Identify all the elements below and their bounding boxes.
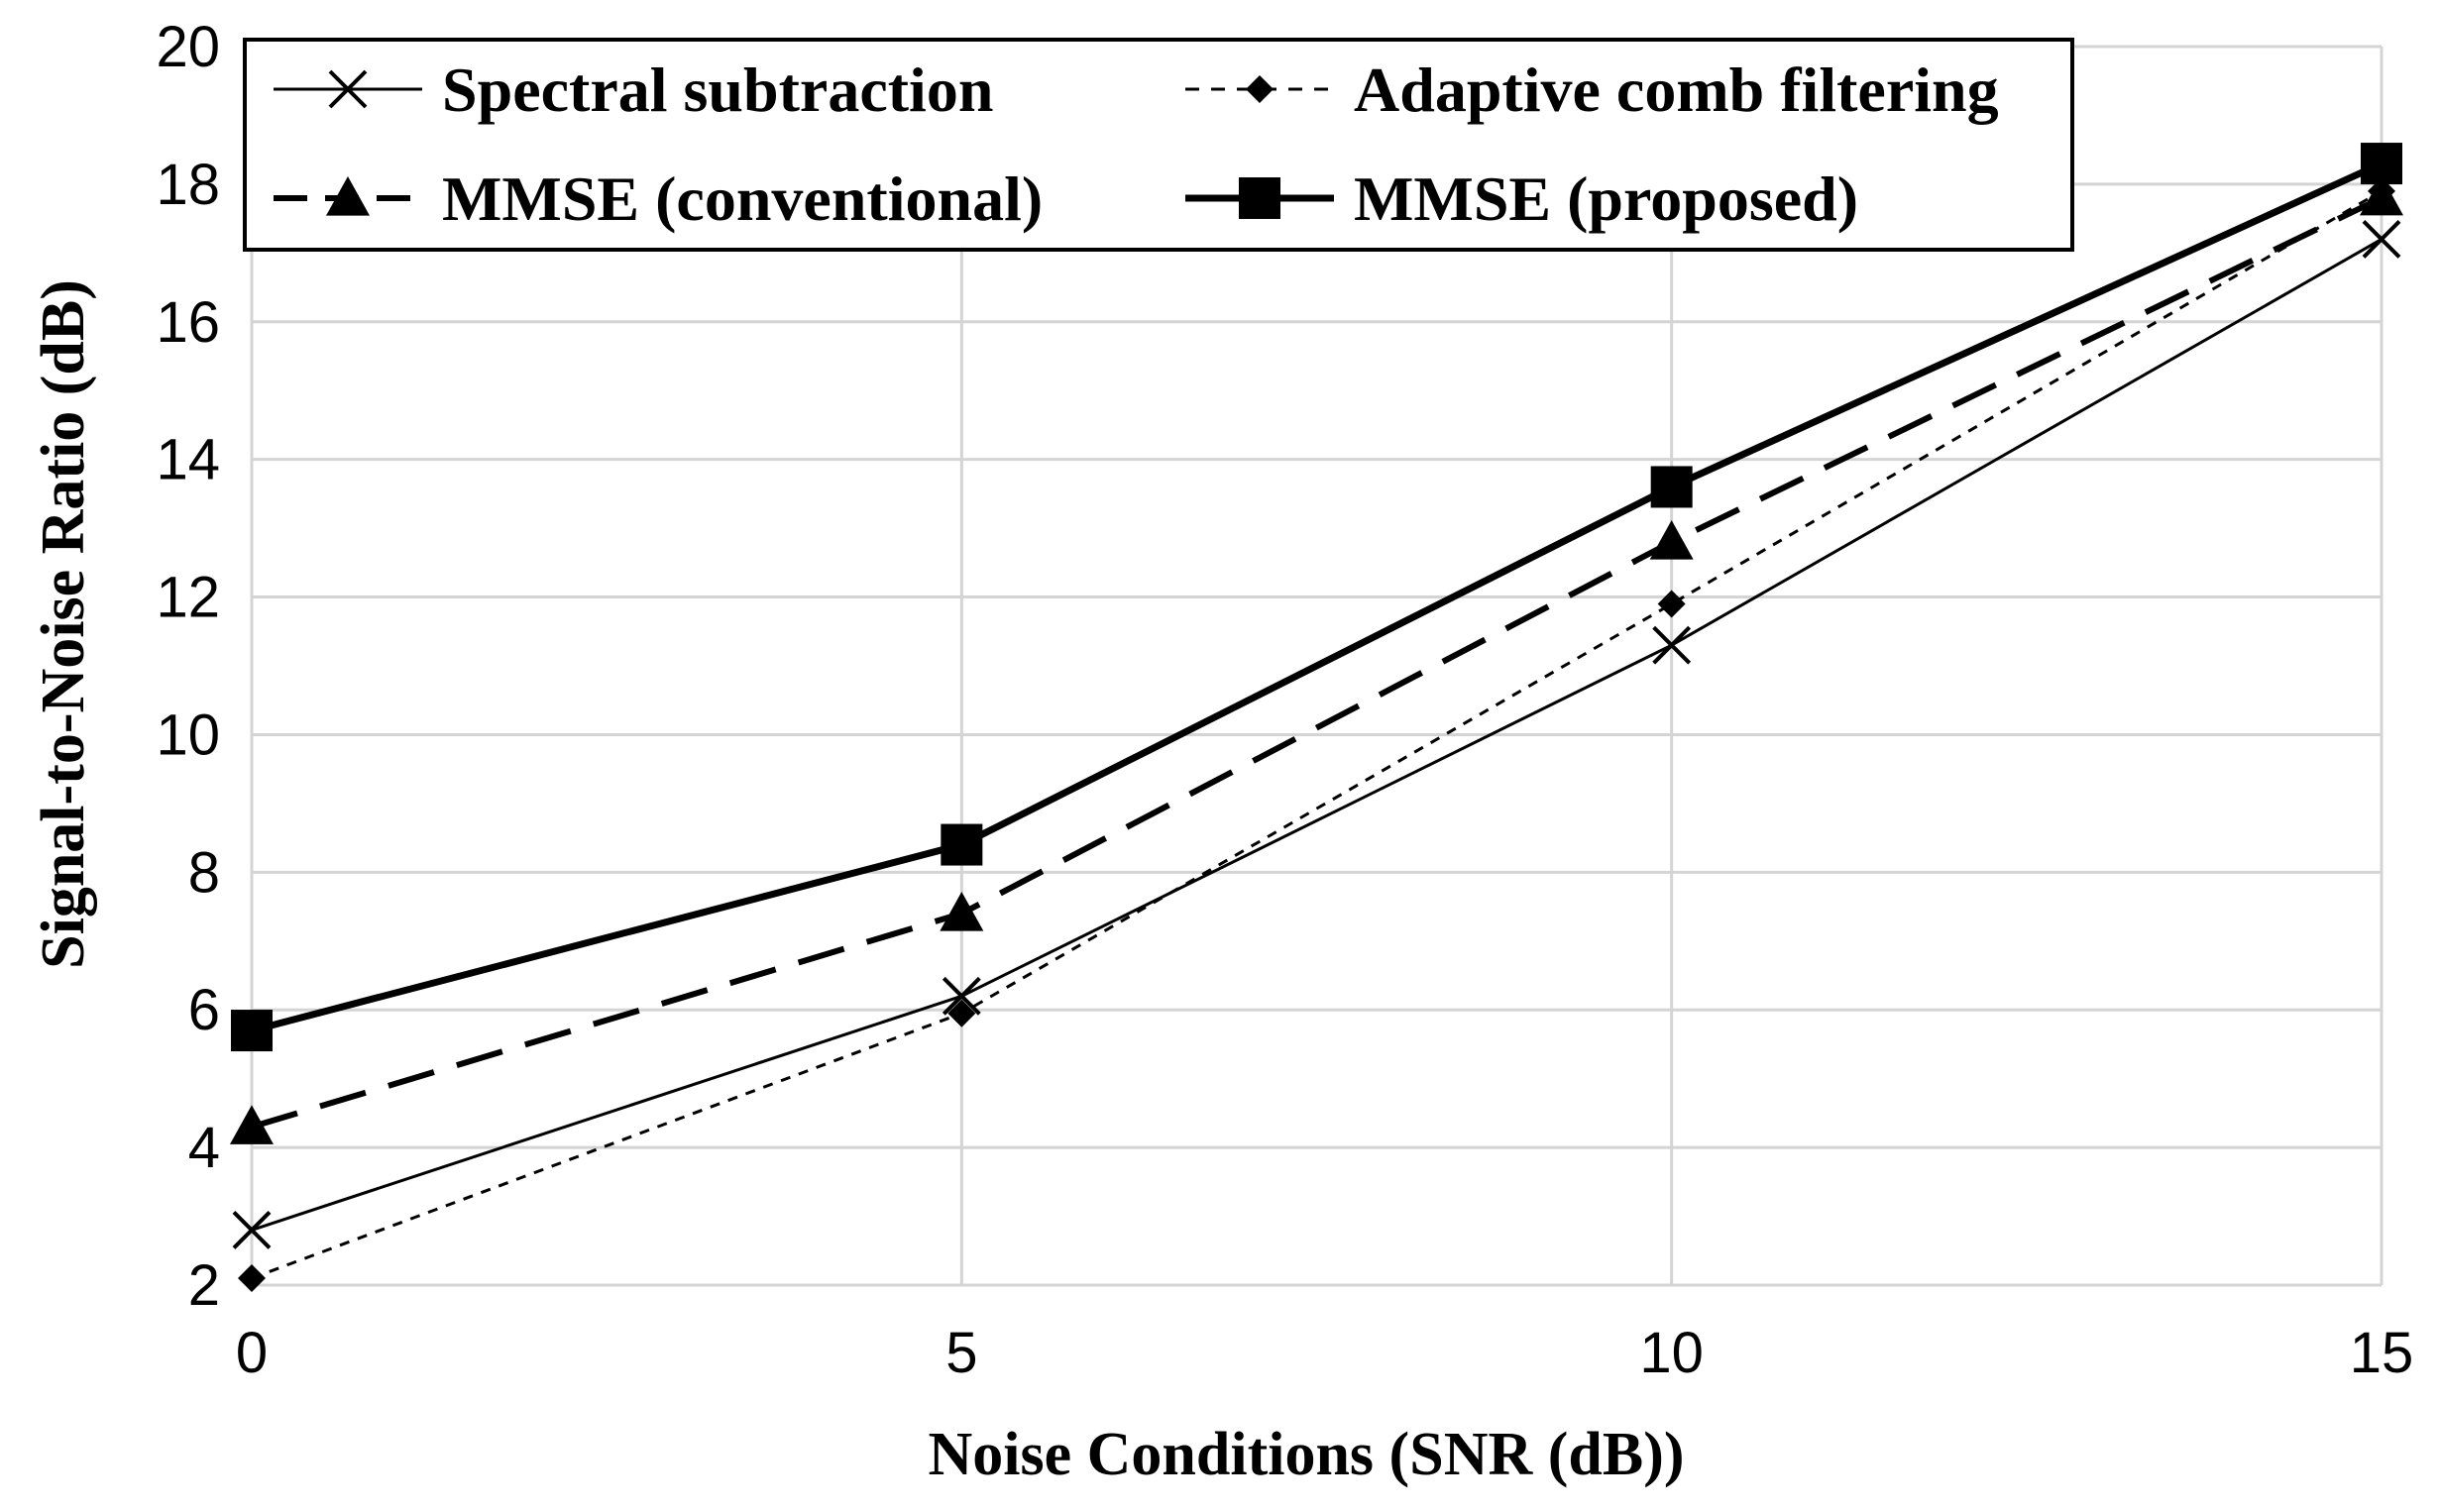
legend-item: Adaptive comb filtering xyxy=(1185,54,1999,125)
tick-labels: 2 4 6 8 10 12 14 16 18 20 0 5 10 15 xyxy=(156,15,2413,1385)
y-tick-label: 14 xyxy=(156,428,220,492)
series-3-point xyxy=(230,1105,274,1144)
series-2-point xyxy=(238,1264,266,1293)
series-4-point xyxy=(1650,466,1693,508)
legend-label-2: Adaptive comb filtering xyxy=(1354,54,1999,125)
legend-item: MMSE (conventional) xyxy=(274,163,1043,234)
y-tick-label: 10 xyxy=(156,702,220,767)
y-tick-label: 4 xyxy=(188,1116,220,1180)
series-4-point xyxy=(231,1010,273,1052)
legend-marker-4 xyxy=(1239,177,1280,219)
series-3-point xyxy=(1649,520,1694,560)
legend-box xyxy=(243,38,2074,252)
series-2-point xyxy=(1657,590,1686,618)
series-3-point xyxy=(940,892,984,931)
grid xyxy=(250,45,2384,1287)
legend: Spectral subtraction Adaptive comb filter… xyxy=(243,38,2074,252)
legend-marker-1 xyxy=(328,69,368,109)
series-line-4 xyxy=(251,160,2384,1034)
series-3-point xyxy=(2360,175,2403,216)
x-axis-title: Noise Conditions (SNR (dB)) xyxy=(928,1421,1684,1488)
legend-marker-2 xyxy=(1246,75,1274,103)
y-tick-label: 12 xyxy=(156,566,220,630)
series-2-point xyxy=(947,999,976,1027)
legend-marker-3 xyxy=(326,176,370,216)
series-4-point xyxy=(2361,143,2402,185)
y-tick-label: 20 xyxy=(156,15,220,79)
series-4-point xyxy=(941,823,983,866)
series-1-point xyxy=(2362,220,2401,259)
y-tick-label: 6 xyxy=(188,978,220,1042)
series-markers xyxy=(230,143,2403,1293)
x-tick-label: 15 xyxy=(2350,1321,2414,1385)
series-line-2 xyxy=(251,189,2383,1280)
series-1-point xyxy=(232,1211,272,1249)
y-tick-label: 2 xyxy=(188,1253,220,1318)
series-line-1 xyxy=(251,238,2383,1232)
x-tick-label: 10 xyxy=(1639,1321,1704,1385)
series-lines xyxy=(251,160,2384,1280)
series-1-point xyxy=(1652,625,1692,665)
legend-label-3: MMSE (conventional) xyxy=(442,163,1043,234)
legend-item: Spectral subtraction xyxy=(274,54,993,125)
legend-label-1: Spectral subtraction xyxy=(442,54,993,125)
x-tick-label: 0 xyxy=(236,1321,268,1385)
legend-label-4: MMSE (proposed) xyxy=(1354,163,1858,234)
series-1-point xyxy=(942,976,981,1016)
y-tick-label: 18 xyxy=(156,153,220,217)
legend-item: MMSE (proposed) xyxy=(1185,163,1858,234)
y-tick-label: 16 xyxy=(156,290,220,355)
x-tick-label: 5 xyxy=(945,1321,977,1385)
series-line-3 xyxy=(251,195,2384,1131)
y-axis-title: Signal-to-Noise Ratio (dB) xyxy=(30,279,97,969)
y-tick-label: 8 xyxy=(188,840,220,905)
